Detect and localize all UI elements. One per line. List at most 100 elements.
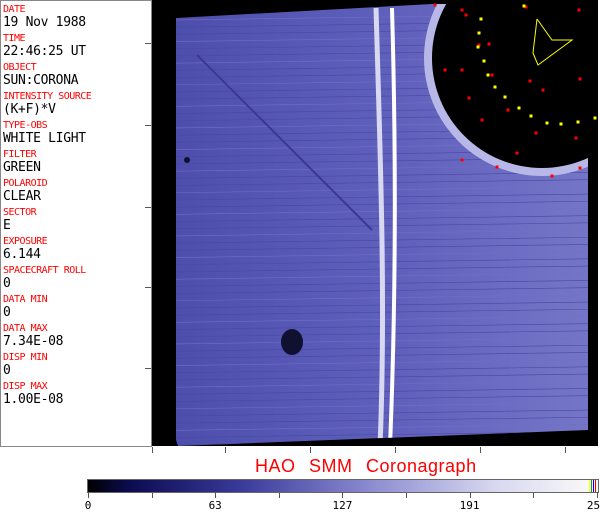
field-intensity-source: INTENSITY SOURCE (K+F)*V	[3, 91, 151, 117]
yellow-marker	[522, 4, 526, 8]
field-label: OBJECT	[3, 62, 37, 73]
red-marker	[460, 158, 464, 162]
colorbar-green-cap	[590, 480, 592, 492]
yellow-marker	[477, 31, 481, 35]
field-filter: FILTER GREEN	[3, 149, 151, 175]
field-value: 0	[3, 276, 11, 291]
axis-tick	[225, 447, 226, 453]
field-disp-max: DISP MAX 1.00E-08	[3, 381, 151, 407]
colorbar-tick-label: 63	[208, 499, 222, 512]
dust-spot	[281, 329, 303, 355]
yellow-marker	[493, 85, 497, 89]
yellow-marker	[479, 17, 483, 21]
colorbar-tick-label: 255	[586, 499, 600, 512]
colorbar-tick	[406, 493, 407, 498]
occulter-disk	[432, 4, 588, 168]
field-sector: SECTOR E	[3, 207, 151, 233]
field-label: DATA MIN	[3, 294, 48, 305]
field-label: SECTOR	[3, 207, 37, 218]
yellow-marker	[576, 120, 580, 124]
colorbar-tick	[88, 492, 89, 498]
red-marker	[467, 96, 471, 100]
colorbar-blue-cap	[592, 480, 594, 492]
red-marker	[477, 43, 481, 47]
red-marker	[550, 174, 554, 178]
red-marker	[490, 73, 494, 77]
axis-tick	[145, 207, 151, 208]
diagonal-shadow	[196, 54, 373, 231]
axis-tick	[152, 447, 153, 453]
field-object: OBJECT SUN:CORONA	[3, 62, 151, 88]
axis-tick	[145, 125, 151, 126]
field-value: SUN:CORONA	[3, 73, 79, 88]
colorbar-tick	[469, 492, 471, 498]
field-date: DATE 19 Nov 1988	[3, 4, 151, 30]
yellow-marker	[545, 121, 549, 125]
field-label: DATA MAX	[3, 323, 48, 334]
colorbar-tick-label: 0	[84, 499, 92, 512]
yellow-marker	[476, 45, 480, 49]
red-marker	[524, 5, 528, 9]
yellow-marker	[593, 116, 597, 120]
colorbar-yellow-cap	[588, 480, 590, 492]
field-data-max: DATA MAX 7.34E-08	[3, 323, 151, 349]
red-marker	[541, 88, 545, 92]
field-label: FILTER	[3, 149, 37, 160]
field-label: TIME	[3, 33, 26, 44]
red-marker	[487, 42, 491, 46]
axis-tick	[480, 447, 481, 453]
red-marker	[443, 68, 447, 72]
field-polaroid: POLAROID CLEAR	[3, 178, 151, 204]
field-value: GREEN	[3, 160, 41, 175]
colorbar-tick	[342, 492, 344, 498]
field-label: DISP MAX	[3, 381, 48, 392]
field-label: DISP MIN	[3, 352, 48, 363]
field-exposure: EXPOSURE 6.144	[3, 236, 151, 262]
dust-spot	[184, 157, 190, 163]
red-marker	[574, 136, 578, 140]
axis-tick	[310, 447, 311, 453]
yellow-marker	[486, 73, 490, 77]
yellow-marker	[559, 122, 563, 126]
field-label: DATE	[3, 4, 26, 15]
red-marker	[460, 8, 464, 12]
red-marker	[495, 165, 499, 169]
field-label: EXPOSURE	[3, 236, 48, 247]
header-info-panel: DATE 19 Nov 1988 TIME 22:46:25 UT OBJECT SUN:…	[0, 0, 152, 447]
colorbar	[87, 479, 599, 493]
orientation-triangle	[532, 18, 574, 66]
coronagraph-image	[152, 0, 598, 446]
colorbar-tick	[596, 492, 598, 498]
field-value: 19 Nov 1988	[3, 15, 86, 30]
red-marker	[460, 68, 464, 72]
yellow-marker	[517, 106, 521, 110]
field-value: E	[3, 218, 11, 233]
colorbar-tick	[215, 492, 217, 498]
pylon-stripe	[373, 7, 386, 446]
colorbar-tick	[278, 493, 280, 498]
colorbar-red-cap	[594, 480, 596, 492]
axis-tick	[395, 447, 396, 453]
field-label: SPACECRAFT ROLL	[3, 265, 86, 276]
red-marker	[506, 108, 510, 112]
field-value: (K+F)*V	[3, 102, 56, 117]
colorbar-tick	[533, 493, 535, 498]
field-value: 0	[3, 305, 11, 320]
red-marker	[534, 131, 538, 135]
red-marker	[578, 166, 582, 170]
occulter-markers	[433, 3, 597, 178]
colorbar-tick-label: 191	[459, 499, 480, 512]
field-value: 6.144	[3, 247, 41, 262]
field-value: 1.00E-08	[3, 392, 64, 407]
field-value: 7.34E-08	[3, 334, 64, 349]
red-marker	[577, 8, 581, 12]
colorbar-tick-label: 127	[332, 499, 353, 512]
field-label: TYPE-OBS	[3, 120, 48, 131]
field-label: INTENSITY SOURCE	[3, 91, 92, 102]
red-marker	[578, 77, 582, 81]
field-disp-min: DISP MIN 0	[3, 352, 151, 378]
red-marker	[480, 118, 484, 122]
field-type-obs: TYPE-OBS WHITE LIGHT	[3, 120, 151, 146]
axis-tick	[145, 368, 151, 369]
plot-title: HAO SMM Coronagraph	[255, 456, 477, 476]
